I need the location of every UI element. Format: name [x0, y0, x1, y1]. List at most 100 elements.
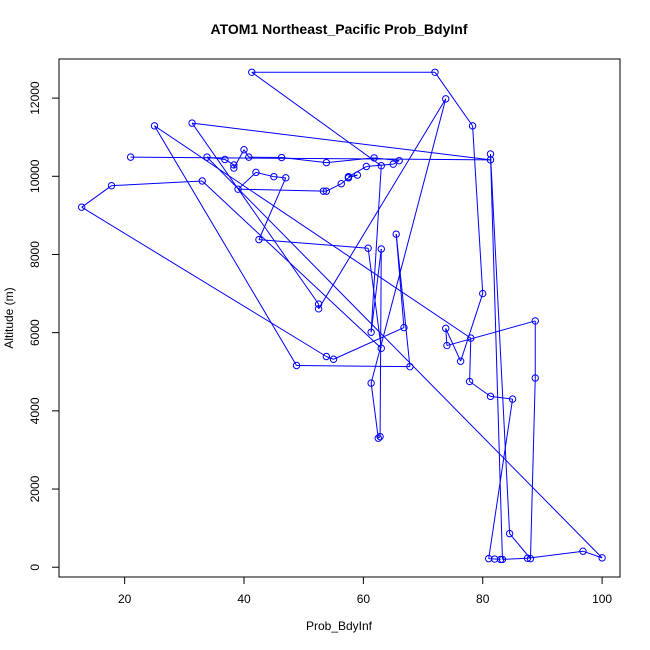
data-point	[230, 164, 238, 172]
data-point	[531, 317, 539, 325]
data-point	[392, 230, 400, 238]
data-point	[292, 361, 301, 370]
y-axis: 0 2000 4000 6000 8000 10000 12000	[28, 81, 60, 571]
data-point	[150, 122, 159, 130]
data-point	[322, 187, 331, 195]
y-tick-label: 8000	[28, 241, 42, 268]
data-point	[531, 374, 539, 382]
data-point	[486, 392, 495, 401]
data-point	[370, 154, 378, 162]
data-point	[523, 554, 532, 562]
x-axis: 20 40 60 80 100	[118, 576, 612, 606]
series-segment	[367, 248, 382, 349]
data-point	[107, 181, 116, 190]
series-segment	[446, 320, 536, 347]
series-segment	[81, 206, 327, 357]
series-segment	[370, 383, 379, 439]
data-point	[479, 289, 487, 298]
data-point	[508, 395, 517, 403]
data-point	[579, 547, 587, 555]
series-segment	[237, 172, 257, 190]
series-segment	[206, 156, 603, 559]
series-segment	[281, 157, 327, 164]
series-segment	[366, 163, 394, 168]
series-segment	[154, 125, 297, 366]
data-point	[329, 355, 338, 363]
data-point	[442, 324, 450, 333]
data-point	[322, 352, 331, 361]
series-segment	[489, 153, 511, 534]
data-point	[377, 344, 385, 352]
data-point	[188, 119, 196, 127]
series-segment	[489, 153, 503, 560]
data-point	[126, 153, 135, 161]
data-point	[376, 432, 384, 441]
series-segment	[374, 157, 400, 162]
series-segment	[251, 71, 382, 167]
series-segment	[445, 328, 462, 362]
data-point	[245, 153, 253, 161]
series-segment	[243, 149, 250, 158]
data-point	[467, 334, 475, 342]
x-tick-label: 100	[592, 592, 612, 606]
data-point	[198, 177, 206, 185]
data-point	[465, 377, 474, 386]
series-segment	[258, 177, 287, 240]
series-segment	[326, 356, 334, 360]
data-point	[367, 328, 375, 336]
data-point	[526, 554, 535, 563]
series-segment	[370, 248, 382, 333]
data-point	[221, 155, 229, 164]
data-point	[252, 168, 260, 177]
series-segment	[333, 327, 405, 360]
y-tick-label: 10000	[28, 159, 42, 193]
x-tick-label: 80	[476, 592, 490, 606]
data-point	[364, 244, 372, 252]
series-segment	[370, 165, 382, 333]
data-point	[367, 379, 375, 387]
series-segment	[434, 72, 473, 127]
data-point	[486, 156, 495, 164]
data-point	[406, 362, 414, 371]
series-segment	[488, 399, 514, 559]
data-point	[598, 554, 606, 562]
data-point	[255, 235, 263, 244]
data-point	[362, 162, 371, 171]
series-segment	[469, 381, 491, 397]
data-point	[277, 153, 286, 162]
y-tick-label: 6000	[28, 319, 42, 346]
data-point	[374, 434, 382, 442]
data-point	[456, 357, 465, 365]
x-tick-label: 60	[357, 592, 371, 606]
data-point	[319, 187, 328, 195]
chart-title: ATOM1 Northeast_Pacific Prob_BdyInf	[211, 21, 468, 37]
data-point	[234, 185, 242, 193]
data-point	[203, 153, 211, 161]
series-segment	[224, 159, 235, 166]
data-point	[442, 95, 450, 103]
series-segment	[502, 557, 528, 560]
data-point	[389, 160, 397, 168]
series-segment	[490, 395, 513, 400]
data-point	[400, 323, 408, 332]
x-axis-label: Prob_BdyInf	[306, 619, 373, 633]
series-segment	[201, 180, 382, 349]
data-point	[468, 122, 477, 130]
x-tick-label: 40	[237, 592, 251, 606]
data-point	[240, 145, 248, 154]
series-segment	[296, 364, 410, 368]
series-segment	[81, 185, 112, 208]
data-point	[270, 172, 278, 181]
data-point	[443, 341, 451, 350]
series-segment	[326, 183, 342, 192]
series-segment	[348, 174, 358, 178]
series-segment	[370, 98, 447, 384]
y-tick-label: 2000	[28, 475, 42, 502]
data-point	[314, 300, 323, 308]
x-tick-label: 20	[118, 592, 132, 606]
series-segment	[154, 125, 472, 339]
series-segment	[509, 533, 531, 559]
series-segment	[529, 377, 536, 559]
series-segment	[192, 122, 491, 161]
